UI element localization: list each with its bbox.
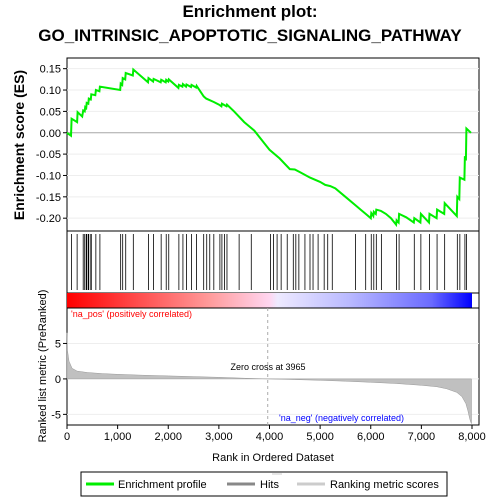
enrichment-profile-line bbox=[66, 67, 472, 228]
es-y-tick-label: -0.10 bbox=[36, 170, 61, 182]
rank-color-bar bbox=[67, 293, 472, 308]
metric-y-tick-label: -5 bbox=[51, 409, 61, 421]
es-y-tick-label: -0.15 bbox=[36, 192, 61, 204]
hit-ticks bbox=[71, 234, 467, 290]
es-y-tick-label: 0.15 bbox=[40, 64, 61, 76]
es-gridlines bbox=[67, 68, 479, 219]
x-tick-label: 7,000 bbox=[408, 431, 436, 443]
x-axis: 0 1,000 2,000 3,000 4,000 5,000 6,000 7,000 8,00… bbox=[64, 425, 486, 443]
chart-title-line1: Enrichment plot: bbox=[182, 2, 318, 21]
positive-correlation-label: 'na_pos' (positively correlated) bbox=[71, 309, 192, 319]
x-tick-label: 6,000 bbox=[357, 431, 385, 443]
metric-panel-frame bbox=[66, 307, 480, 426]
x-tick-label: 3,000 bbox=[205, 431, 233, 443]
es-y-axis: 0.15 0.10 0.05 0.00 -0.05 -0.10 -0.15 -0.20 bbox=[36, 64, 67, 225]
es-y-tick-label: 0.10 bbox=[40, 85, 61, 97]
es-y-tick-label: 0.00 bbox=[40, 128, 61, 140]
x-tick-label: 2,000 bbox=[154, 431, 182, 443]
enrichment-profile-path bbox=[66, 67, 472, 228]
x-tick-label: 4,000 bbox=[256, 431, 284, 443]
x-tick-label: 8,000 bbox=[458, 431, 486, 443]
ranking-metric-area bbox=[66, 332, 472, 424]
metric-y-tick-label: 5 bbox=[55, 338, 61, 350]
x-tick-label: 1,000 bbox=[104, 431, 132, 443]
metric-y-tick-label: 0 bbox=[55, 374, 61, 386]
legend-box bbox=[80, 471, 448, 497]
es-y-tick-label: 0.05 bbox=[40, 106, 61, 118]
chart-title-line2: GO_INTRINSIC_APOPTOTIC_SIGNALING_PATHWAY bbox=[38, 26, 462, 45]
x-tick-label: 0 bbox=[64, 431, 70, 443]
hits-panel-frame bbox=[66, 230, 480, 294]
legend: Enrichment profile Hits Ranking metric s… bbox=[80, 471, 448, 497]
metric-y-axis-label: Ranked list metric (PreRanked) bbox=[37, 290, 49, 443]
negative-correlation-label: 'na_neg' (negatively correlated) bbox=[279, 413, 404, 423]
zero-cross-label: Zero cross at 3965 bbox=[230, 362, 305, 372]
x-tick-label: 5,000 bbox=[306, 431, 334, 443]
es-y-tick-label: -0.20 bbox=[36, 213, 61, 225]
x-axis-label: Rank in Ordered Dataset bbox=[212, 452, 334, 464]
legend-hits-label: Hits bbox=[260, 479, 279, 491]
legend-metric-label: Ranking metric scores bbox=[330, 479, 439, 491]
legend-enrichment-label: Enrichment profile bbox=[118, 479, 207, 491]
metric-y-axis: 5 0 -5 bbox=[51, 338, 67, 421]
es-y-axis-label: Enrichment score (ES) bbox=[11, 70, 27, 220]
es-panel-frame bbox=[66, 57, 480, 232]
es-y-tick-label: -0.05 bbox=[36, 149, 61, 161]
